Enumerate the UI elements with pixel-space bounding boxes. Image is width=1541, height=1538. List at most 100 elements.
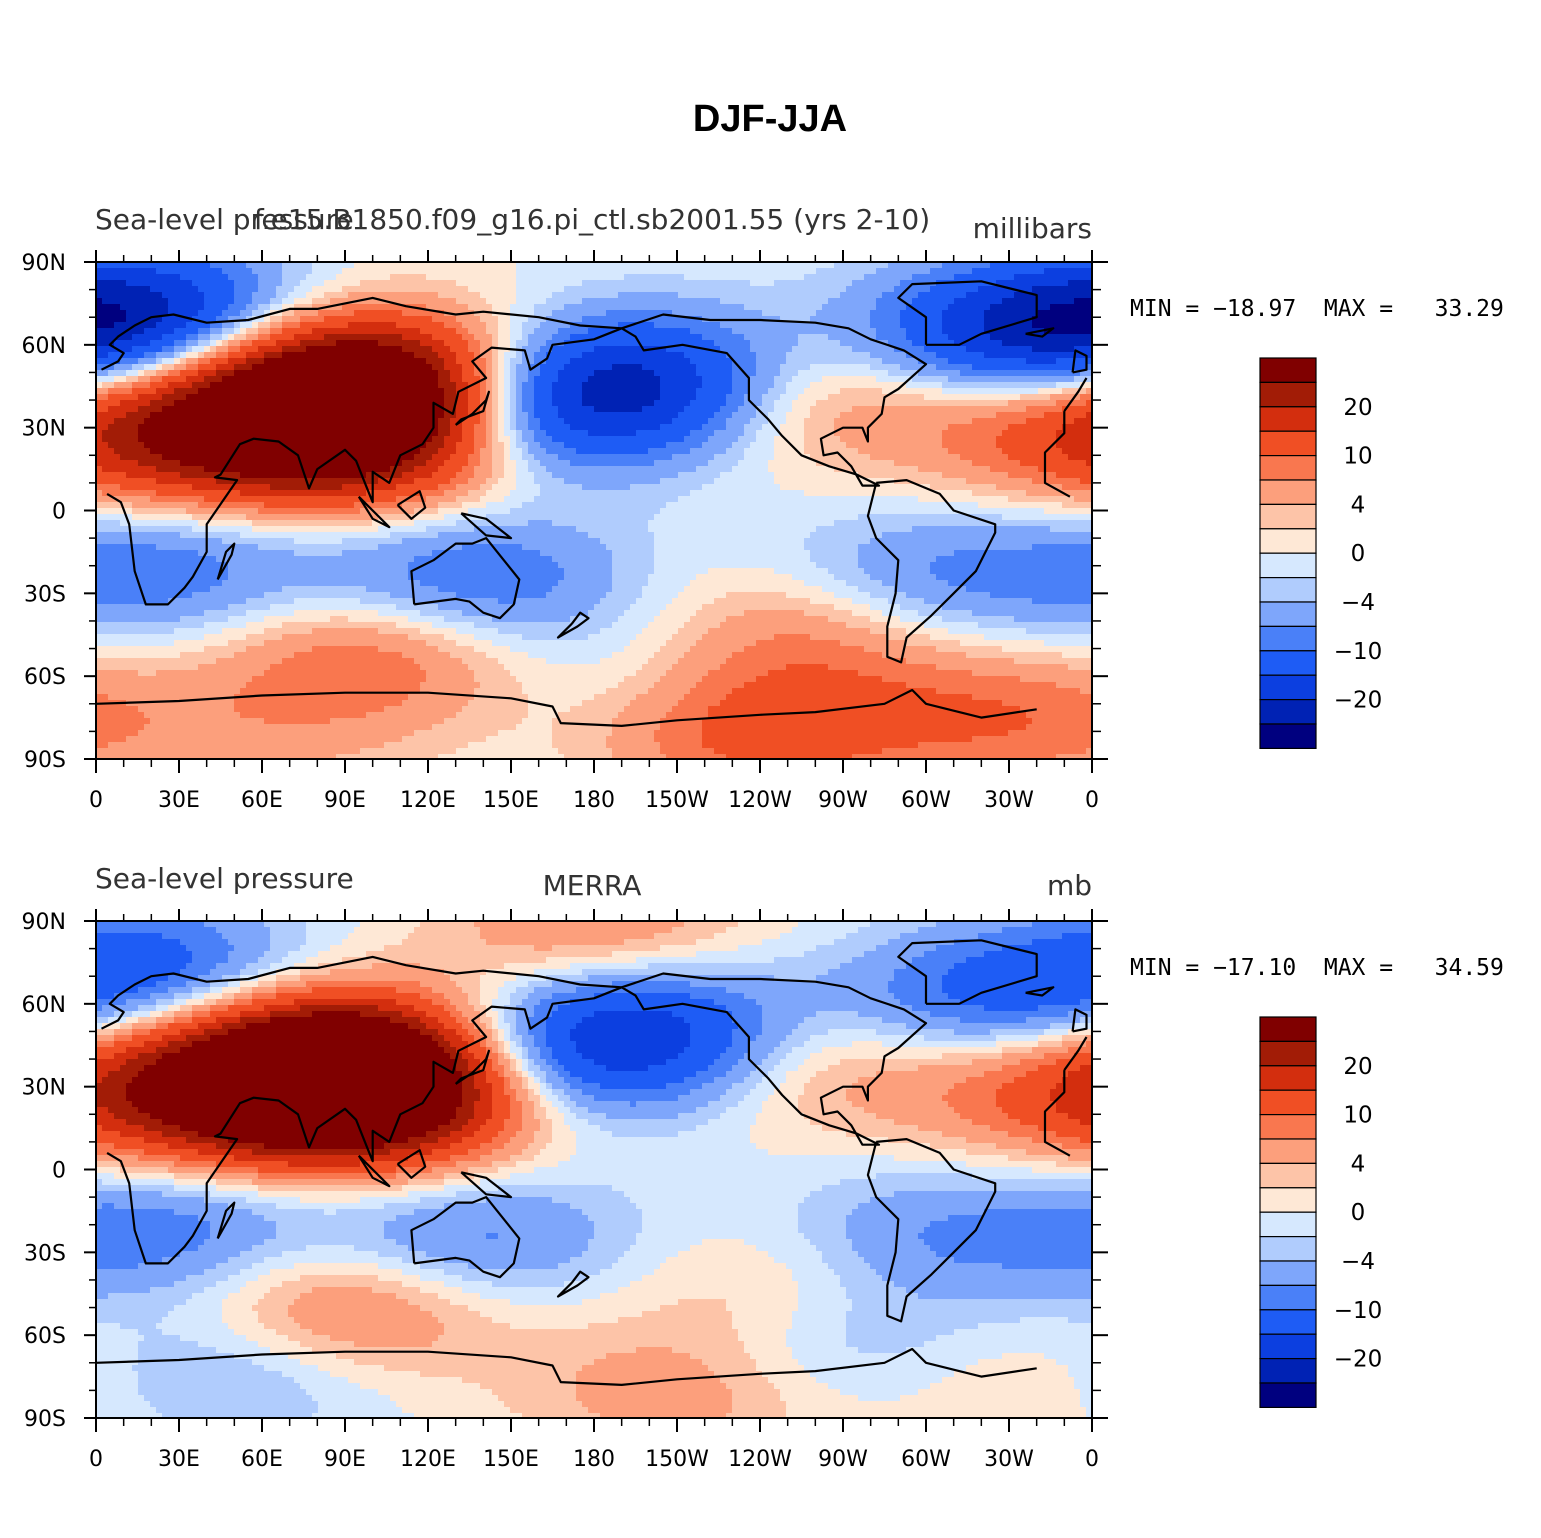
- field-cell: [294, 364, 301, 371]
- field-cell: [534, 382, 541, 389]
- field-cell: [708, 268, 715, 275]
- field-cell: [636, 298, 643, 305]
- field-cell: [846, 304, 853, 311]
- field-cell: [696, 274, 703, 281]
- field-cell: [828, 436, 835, 443]
- field-cell: [204, 274, 211, 281]
- field-cell: [984, 376, 991, 383]
- field-cell: [834, 376, 841, 383]
- field-cell: [360, 430, 367, 437]
- field-cell: [510, 352, 517, 359]
- field-cell: [456, 358, 463, 365]
- field-cell: [1050, 406, 1057, 413]
- field-cell: [540, 310, 547, 317]
- field-cell: [444, 376, 451, 383]
- field-cell: [990, 292, 997, 299]
- field-cell: [270, 268, 277, 275]
- field-cell: [876, 430, 883, 437]
- field-cell: [996, 316, 1003, 323]
- field-cell: [942, 358, 949, 365]
- panel-title-center: f.e15.B1850.f09_g16.pi_ctl.sb2001.55 (yr…: [254, 203, 930, 236]
- field-cell: [1074, 280, 1081, 287]
- field-cell: [918, 286, 925, 293]
- field-cell: [570, 310, 577, 317]
- field-cell: [1002, 364, 1009, 371]
- field-cell: [522, 292, 529, 299]
- field-cell: [312, 370, 319, 377]
- field-cell: [522, 274, 529, 281]
- field-cell: [726, 274, 733, 281]
- field-cell: [696, 280, 703, 287]
- field-cell: [786, 364, 793, 371]
- field-cell: [540, 412, 547, 419]
- field-cell: [654, 334, 661, 341]
- field-cell: [384, 358, 391, 365]
- field-cell: [876, 280, 883, 287]
- field-cell: [354, 406, 361, 413]
- field-cell: [402, 382, 409, 389]
- field-cell: [438, 394, 445, 401]
- field-cell: [132, 304, 139, 311]
- field-cell: [846, 286, 853, 293]
- field-cell: [474, 286, 481, 293]
- field-cell: [582, 310, 589, 317]
- field-cell: [426, 322, 433, 329]
- field-cell: [516, 418, 523, 425]
- field-cell: [1014, 274, 1021, 281]
- field-cell: [564, 400, 571, 407]
- field-cell: [318, 286, 325, 293]
- field-cell: [828, 268, 835, 275]
- field-cell: [162, 400, 169, 407]
- field-cell: [282, 334, 289, 341]
- field-cell: [996, 370, 1003, 377]
- field-cell: [444, 286, 451, 293]
- field-cell: [234, 388, 241, 395]
- field-cell: [858, 298, 865, 305]
- field-cell: [1056, 340, 1063, 347]
- field-cell: [300, 286, 307, 293]
- field-cell: [1050, 316, 1057, 323]
- field-cell: [582, 388, 589, 395]
- field-cell: [486, 268, 493, 275]
- field-cell: [708, 334, 715, 341]
- field-cell: [210, 382, 217, 389]
- field-cell: [696, 364, 703, 371]
- field-cell: [378, 394, 385, 401]
- field-cell: [324, 376, 331, 383]
- field-cell: [714, 436, 721, 443]
- field-cell: [750, 304, 757, 311]
- field-cell: [672, 268, 679, 275]
- field-cell: [750, 418, 757, 425]
- field-cell: [936, 412, 943, 419]
- field-cell: [1068, 274, 1075, 281]
- field-cell: [888, 268, 895, 275]
- field-cell: [954, 370, 961, 377]
- field-cell: [534, 298, 541, 305]
- field-cell: [120, 442, 127, 449]
- field-cell: [594, 292, 601, 299]
- field-cell: [954, 430, 961, 437]
- panel-title-right: millibars: [973, 212, 1092, 245]
- field-cell: [102, 436, 109, 443]
- field-cell: [888, 412, 895, 419]
- field-cell: [990, 400, 997, 407]
- field-cell: [360, 286, 367, 293]
- field-cell: [594, 412, 601, 419]
- field-cell: [162, 334, 169, 341]
- field-cell: [378, 424, 385, 431]
- field-cell: [1050, 292, 1057, 299]
- field-cell: [918, 268, 925, 275]
- field-cell: [342, 310, 349, 317]
- field-cell: [942, 268, 949, 275]
- field-cell: [894, 304, 901, 311]
- field-cell: [672, 412, 679, 419]
- field-cell: [864, 412, 871, 419]
- field-cell: [738, 412, 745, 419]
- field-cell: [882, 436, 889, 443]
- field-cell: [456, 412, 463, 419]
- field-cell: [258, 364, 265, 371]
- field-cell: [306, 430, 313, 437]
- field-cell: [624, 268, 631, 275]
- field-cell: [612, 274, 619, 281]
- field-cell: [900, 358, 907, 365]
